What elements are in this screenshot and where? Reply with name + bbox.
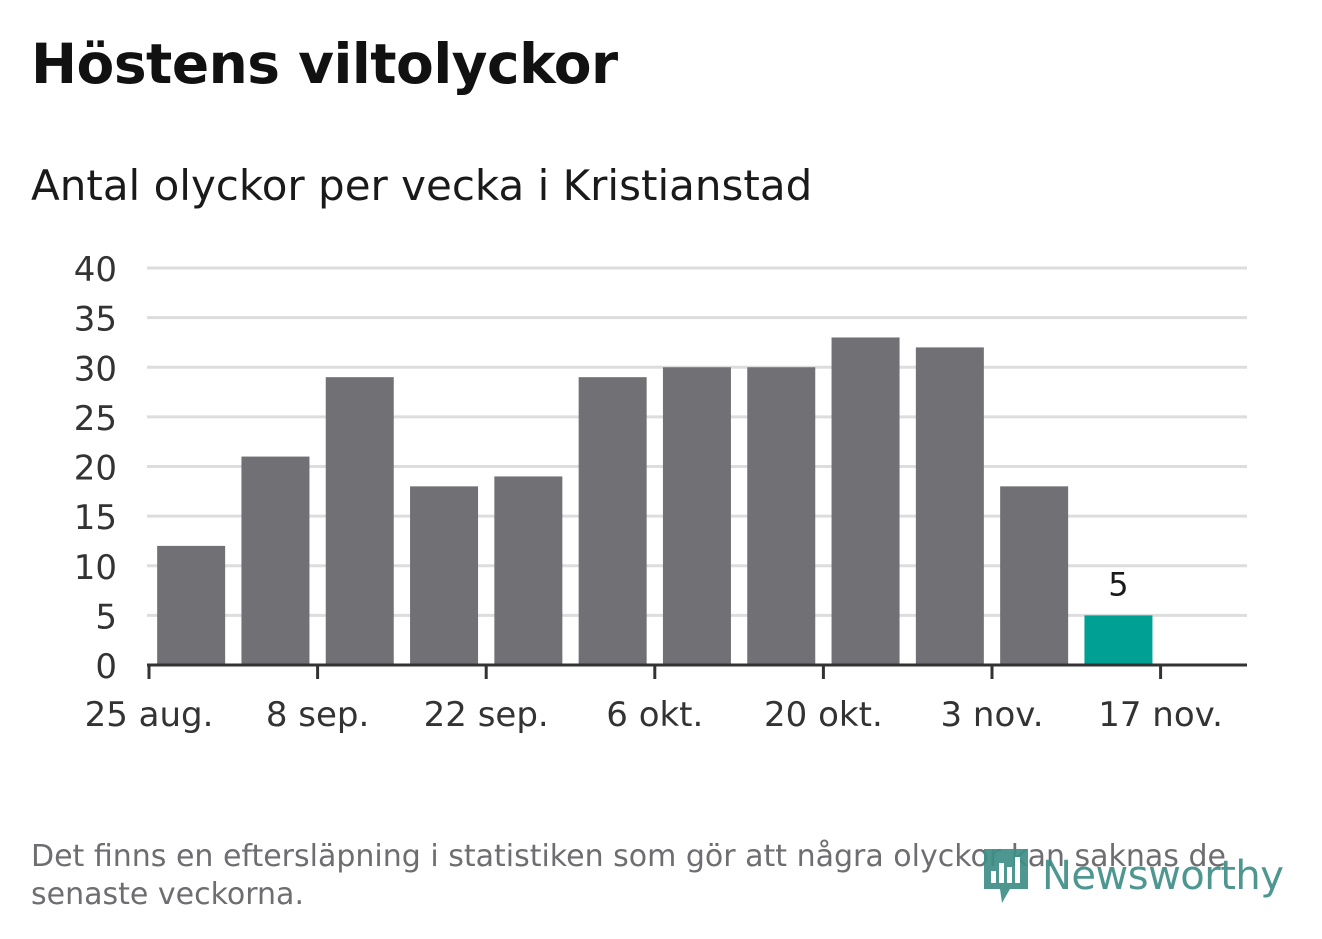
- x-tick-label: 17 nov.: [1098, 695, 1223, 735]
- bar: [157, 545, 226, 665]
- data-labels: 5: [1108, 565, 1128, 603]
- x-tick-label: 22 sep.: [424, 695, 549, 735]
- newsworthy-logo: Newsworthy: [980, 845, 1284, 907]
- bar-chart: 0 5 10 15 20 25 30 35 40 25 aug. 8 sep. 22 sep. 6 o…: [74, 250, 1247, 735]
- logo-text: Newsworthy: [1042, 853, 1284, 899]
- x-tick-label: 6 okt.: [606, 695, 703, 735]
- x-tick-label: 3 nov.: [940, 695, 1043, 735]
- y-tick-label: 5: [95, 597, 117, 637]
- x-tick-label: 8 sep.: [266, 695, 369, 735]
- y-tick-label: 0: [95, 647, 117, 687]
- y-tick-label: 15: [74, 498, 117, 538]
- y-axis-labels: 0 5 10 15 20 25 30 35 40: [74, 250, 117, 687]
- y-tick-label: 30: [74, 349, 117, 389]
- data-label: 5: [1108, 565, 1128, 603]
- chart-title: Höstens viltolyckor: [31, 32, 618, 96]
- bar: [915, 347, 984, 665]
- bar: [325, 377, 394, 665]
- x-tick-label: 20 okt.: [764, 695, 883, 735]
- y-tick-label: 35: [74, 300, 117, 340]
- x-tick-label: 25 aug.: [85, 695, 214, 735]
- bar: [1084, 615, 1153, 665]
- bar: [662, 367, 731, 665]
- bar: [747, 367, 816, 665]
- y-tick-label: 10: [74, 548, 117, 588]
- bar: [494, 476, 563, 665]
- bars: [157, 337, 1153, 665]
- bar: [831, 337, 900, 665]
- bar: [241, 456, 310, 665]
- y-tick-label: 25: [74, 399, 117, 439]
- y-tick-label: 40: [74, 250, 117, 290]
- y-tick-label: 20: [74, 449, 117, 489]
- bar: [1000, 486, 1069, 665]
- bar-chart-speech-bubble-icon: [984, 849, 1028, 903]
- x-axis: 25 aug. 8 sep. 22 sep. 6 okt. 20 okt. 3 nov. 1…: [85, 663, 1247, 735]
- bar: [578, 377, 647, 665]
- chart-subtitle: Antal olyckor per vecka i Kristianstad: [31, 161, 813, 210]
- bar: [410, 486, 479, 665]
